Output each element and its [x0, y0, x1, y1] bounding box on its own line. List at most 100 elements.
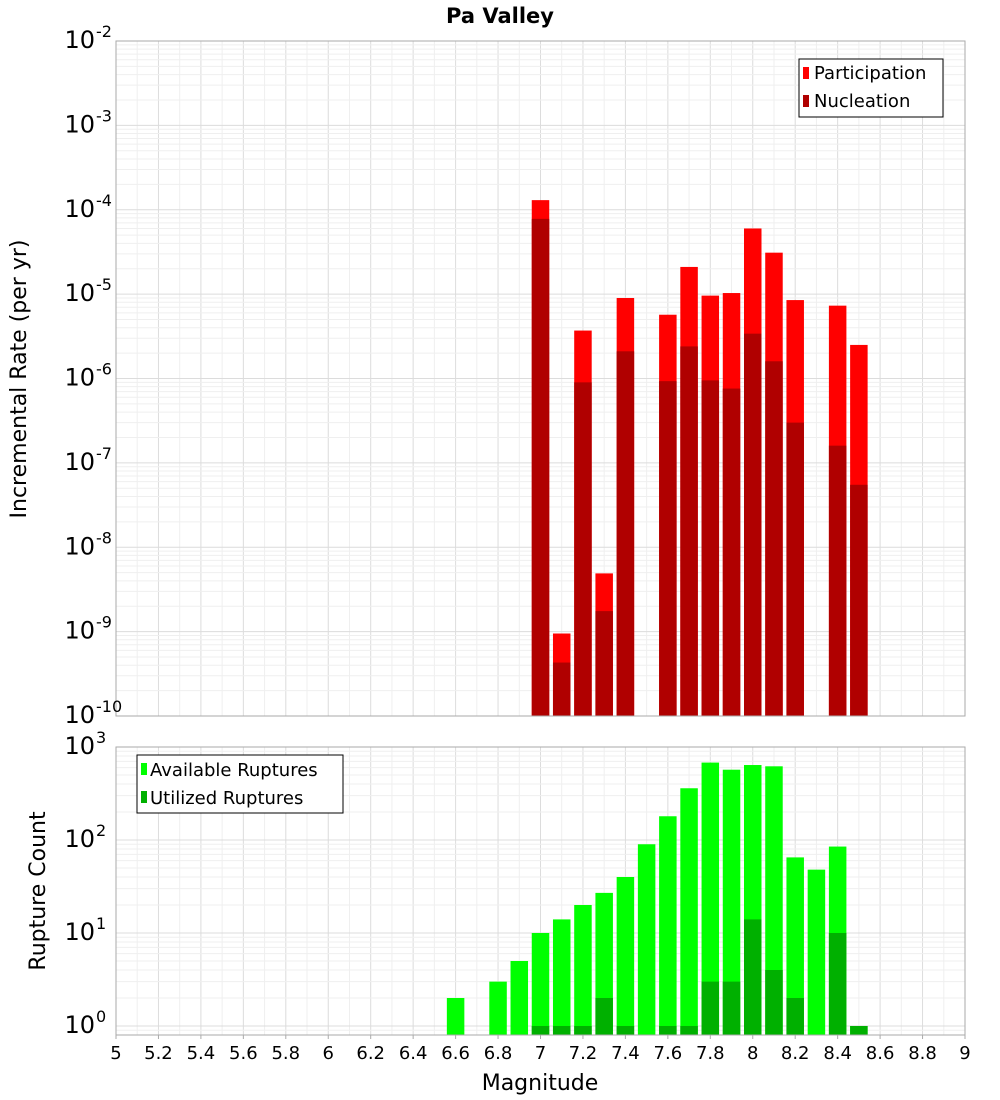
nucleation-bar [552, 662, 571, 716]
top-y-axis-label: Incremental Rate (per yr) [7, 240, 32, 519]
nucleation-bar [659, 381, 677, 716]
x-tick-label: 6.2 [356, 1043, 385, 1064]
x-tick-label: 5.6 [229, 1043, 258, 1064]
top-y-tick-base: 10 [64, 448, 95, 476]
top-legend: Participation Nucleation [798, 58, 944, 118]
available-ruptures-bar [446, 997, 465, 1035]
nucleation-bar [616, 351, 635, 716]
x-tick-label: 7.8 [696, 1043, 725, 1064]
legend-swatch-nucleation [803, 95, 809, 107]
x-tick-label: 8.4 [823, 1043, 852, 1064]
bottom-y-tick: 10 1 [64, 914, 106, 946]
utilized-ruptures-bar [595, 997, 613, 1035]
x-tick-label: 6.4 [399, 1043, 428, 1064]
bottom-y-tick-exponent: 1 [96, 914, 106, 933]
bottom-y-tick-base: 10 [64, 918, 95, 946]
x-tick-label: 6.8 [484, 1043, 513, 1064]
legend-swatch-available [141, 763, 147, 775]
bottom-legend-box [136, 754, 344, 814]
x-tick-label: 7.2 [569, 1043, 598, 1064]
available-ruptures-bar [786, 857, 804, 1035]
top-y-tick-base: 10 [64, 701, 95, 729]
bottom-y-tick: 10 2 [64, 821, 106, 853]
top-y-tick-exponent: -8 [96, 528, 112, 547]
nucleation-bar [574, 382, 592, 716]
nucleation-bar [786, 422, 804, 716]
chart-title: Pa Valley [446, 4, 554, 28]
legend-swatch-participation [803, 67, 809, 79]
top-y-tick-exponent: -3 [96, 106, 112, 125]
top-y-tick-base: 10 [64, 110, 95, 138]
bottom-y-tick: 10 3 [64, 728, 106, 760]
top-y-tick-exponent: -2 [96, 22, 112, 41]
nucleation-bar [701, 380, 720, 716]
top-y-tick: 10 -9 [64, 613, 112, 645]
top-y-tick-exponent: -10 [96, 697, 122, 716]
x-tick-label: 7.4 [611, 1043, 640, 1064]
utilized-ruptures-bar [680, 1025, 698, 1035]
top-y-tick-base: 10 [64, 617, 95, 645]
available-ruptures-bar [701, 762, 720, 1035]
utilized-ruptures-bar [616, 1025, 635, 1035]
nucleation-bar [765, 361, 783, 716]
utilized-ruptures-bar [531, 1025, 550, 1035]
nucleation-bar [744, 333, 762, 716]
bottom-y-tick-base: 10 [64, 825, 95, 853]
bottom-y-tick-exponent: 2 [96, 821, 106, 840]
utilized-ruptures-bar [722, 981, 741, 1035]
top-y-tick: 10 -8 [64, 528, 112, 560]
nucleation-bar [680, 346, 698, 716]
top-y-tick-base: 10 [64, 26, 95, 54]
x-tick-label: 8.2 [781, 1043, 810, 1064]
top-plot-border [115, 40, 966, 717]
available-ruptures-bar [637, 844, 656, 1035]
x-tick-label: 5 [110, 1043, 121, 1064]
nucleation-bar [828, 445, 847, 716]
top-y-tick-base: 10 [64, 364, 95, 392]
top-bars [531, 200, 868, 716]
x-tick-label: 7 [535, 1043, 546, 1064]
utilized-ruptures-bar [574, 1025, 592, 1035]
available-ruptures-bar [680, 788, 698, 1035]
available-ruptures-bar [531, 932, 550, 1035]
available-ruptures-bar [510, 960, 529, 1035]
x-tick-label: 6.6 [441, 1043, 470, 1064]
legend-label-available: Available Ruptures [150, 760, 318, 781]
top-y-tick-exponent: -7 [96, 444, 112, 463]
bottom-bars [446, 762, 868, 1035]
bottom-legend: Available Ruptures Utilized Ruptures [136, 754, 344, 814]
top-legend-box [798, 58, 944, 118]
top-y-tick: 10 -3 [64, 106, 112, 138]
available-ruptures-bar [489, 981, 507, 1035]
available-ruptures-bar [722, 769, 741, 1035]
available-ruptures-bar [552, 919, 571, 1035]
nucleation-bar [722, 388, 741, 716]
nucleation-bar [595, 611, 613, 716]
top-y-tick-base: 10 [64, 195, 95, 223]
x-axis-label: Magnitude [482, 1071, 599, 1096]
legend-label-utilized: Utilized Ruptures [150, 788, 303, 809]
available-ruptures-bar [807, 869, 826, 1035]
legend-swatch-utilized [141, 791, 147, 803]
legend-label-participation: Participation [814, 63, 926, 84]
x-tick-label: 9 [959, 1043, 970, 1064]
top-y-tick: 10 -10 [64, 697, 122, 729]
bottom-y-tick-exponent: 3 [96, 728, 106, 747]
x-tick-label: 5.8 [271, 1043, 300, 1064]
x-tick-label: 8.8 [908, 1043, 937, 1064]
top-y-tick: 10 -5 [64, 275, 112, 307]
available-ruptures-bar [574, 904, 592, 1035]
available-ruptures-bar [616, 877, 635, 1035]
available-ruptures-bar [659, 816, 677, 1035]
x-tick-label: 8.6 [866, 1043, 895, 1064]
top-y-tick-exponent: -4 [96, 191, 112, 210]
top-y-tick-exponent: -5 [96, 275, 112, 294]
utilized-ruptures-bar [701, 981, 720, 1035]
bottom-y-tick: 10 0 [64, 1007, 106, 1039]
bottom-y-axis-label: Rupture Count [26, 811, 51, 971]
